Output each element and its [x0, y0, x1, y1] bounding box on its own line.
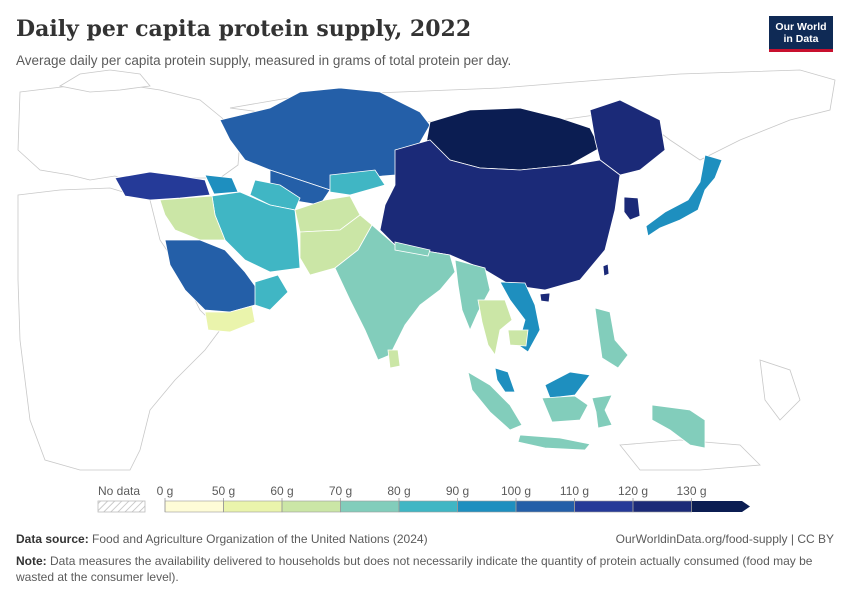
legend-tick-label-4: 80 g — [387, 484, 410, 498]
indonesia-borneo — [541, 395, 589, 423]
chart-title: Daily per capita protein supply, 2022 — [16, 16, 472, 42]
chart-subtitle: Average daily per capita protein supply,… — [16, 53, 512, 68]
map-legend: No data 0 g 50 g 60 g 70 g 80 g 90 g 100 g 110 … — [97, 484, 750, 513]
note-text: Data measures the availability delivered… — [16, 554, 813, 584]
pacific-islands — [759, 359, 801, 421]
legend-bin-4 — [398, 500, 458, 513]
taiwan — [602, 263, 610, 277]
legend-bin-9 — [691, 501, 750, 512]
sri-lanka — [387, 349, 401, 369]
russia-far-east-china-north — [589, 99, 666, 176]
scandinavia-region — [58, 69, 151, 93]
legend-ticks: 0 g 50 g 60 g 70 g 80 g 90 g 100 g 110 g 120 g 13… — [157, 484, 707, 512]
yemen — [204, 305, 256, 333]
australia-north-region — [619, 439, 761, 471]
choropleth-map[interactable] — [0, 66, 850, 478]
legend-bin-0 — [164, 500, 224, 513]
myanmar — [454, 259, 491, 332]
thailand — [477, 299, 513, 356]
legend-tick-label-1: 50 g — [212, 484, 235, 498]
legend-tick-label-8: 120 g — [618, 484, 648, 498]
logo-line-2: in Data — [783, 33, 819, 45]
papua — [651, 404, 706, 449]
legend-tick-label-6: 100 g — [501, 484, 531, 498]
legend-bin-8 — [632, 500, 692, 513]
europe-region — [17, 83, 241, 183]
legend-tick-label-0: 0 g — [157, 484, 174, 498]
malaysia — [494, 367, 516, 393]
data-source: Data source: Food and Agriculture Organi… — [16, 532, 428, 546]
korea — [623, 196, 641, 221]
note: Note: Data measures the availability del… — [16, 553, 816, 585]
legend-tick-label-5: 90 g — [446, 484, 469, 498]
note-label: Note: — [16, 554, 47, 568]
hainan — [539, 292, 551, 303]
philippines — [594, 307, 629, 369]
syria-iraq — [159, 195, 226, 241]
no-data-legend-item: No data — [97, 484, 146, 513]
no-data-swatch — [97, 500, 146, 513]
kyrgyzstan-tajikistan — [329, 169, 386, 196]
cambodia — [507, 329, 529, 347]
borneo-malaysia — [544, 371, 591, 399]
legend-bin-1 — [223, 500, 283, 513]
legend-bin-2 — [281, 500, 341, 513]
indonesia-sumatra — [467, 371, 523, 431]
japan — [645, 154, 723, 237]
legend-tick-label-7: 110 g — [560, 484, 589, 498]
data-source-text: Food and Agriculture Organization of the… — [92, 532, 428, 546]
legend-tick-label-3: 70 g — [329, 484, 352, 498]
laos-vietnam — [499, 281, 541, 353]
legend-bin-3 — [340, 500, 400, 513]
india — [334, 224, 456, 361]
legend-bin-6 — [515, 500, 575, 513]
legend-bin-7 — [574, 500, 634, 513]
indonesia-java — [517, 434, 591, 451]
oman — [254, 274, 289, 311]
logo-line-1: Our World — [775, 21, 827, 33]
data-source-label: Data source: — [16, 532, 89, 546]
legend-tick-label-9: 130 g — [676, 484, 706, 498]
no-data-label: No data — [98, 484, 140, 498]
legend-tick-label-2: 60 g — [270, 484, 293, 498]
legend-bins — [164, 500, 750, 513]
turkey — [114, 171, 211, 201]
nepal — [394, 241, 431, 257]
caucasus — [204, 174, 239, 195]
countries-with-data[interactable] — [114, 87, 723, 451]
legend-bin-5 — [457, 500, 517, 513]
owid-logo[interactable]: Our World in Data — [769, 16, 833, 52]
source-url-link[interactable]: OurWorldinData.org/food-supply | CC BY — [615, 532, 834, 546]
china — [379, 139, 621, 291]
indonesia-sulawesi — [591, 394, 613, 429]
